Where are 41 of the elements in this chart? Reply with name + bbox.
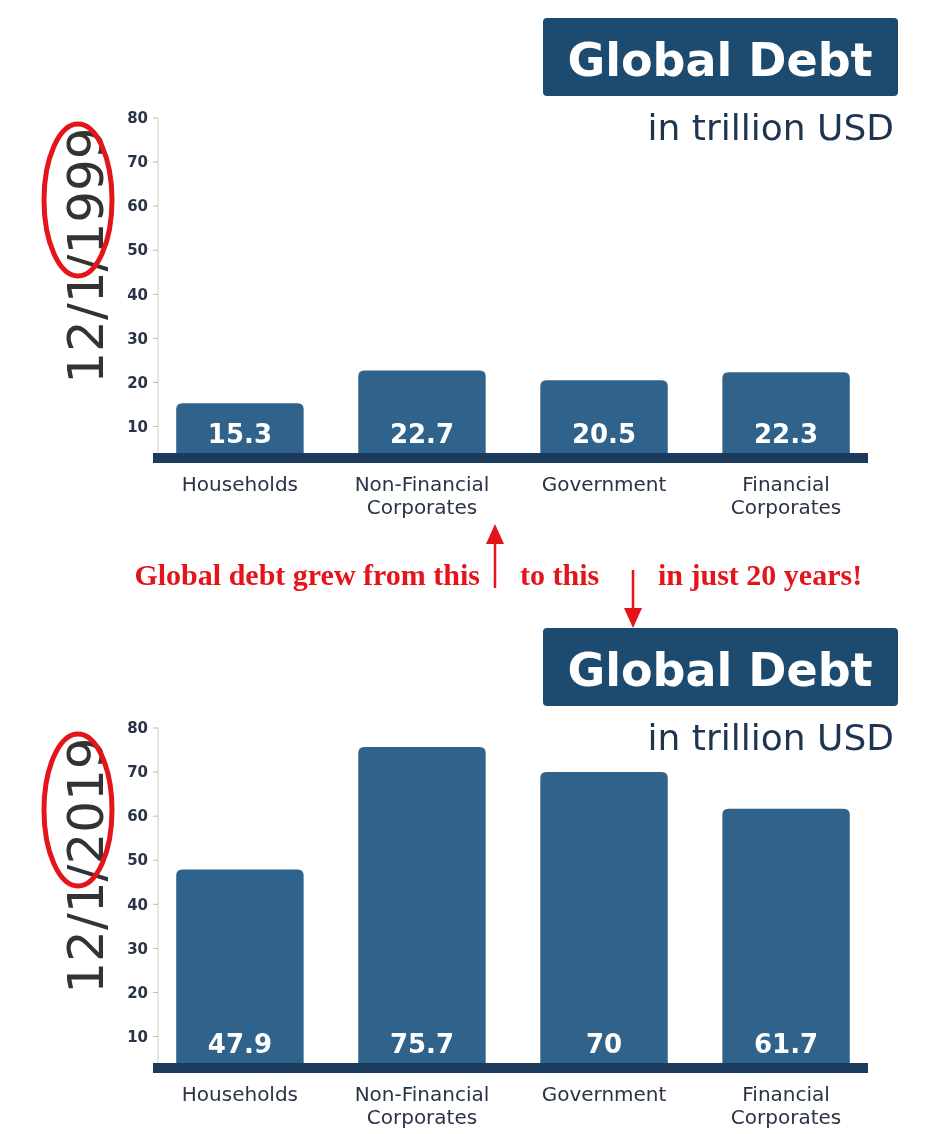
y-tick-label: 80	[127, 719, 148, 738]
data-label: 61.7	[754, 1029, 819, 1059]
chart-title: Global Debt	[567, 33, 873, 87]
data-label: 20.5	[571, 419, 637, 449]
y-tick-label: 20	[127, 373, 148, 392]
x-tick-label: Financial Corporates	[730, 1082, 842, 1129]
data-label: 75.7	[389, 1029, 455, 1059]
chart-subtitle: in trillion USD	[647, 107, 894, 148]
x-tick-label: Government	[541, 472, 667, 496]
y-tick-label: 50	[127, 241, 148, 260]
chart-title: Global Debt	[567, 643, 873, 697]
data-label: 22.7	[389, 419, 455, 449]
y-tick-label: 60	[127, 197, 148, 216]
data-label: 70	[585, 1029, 623, 1059]
y-tick-label: 80	[127, 109, 148, 128]
y-tick-label: 60	[127, 807, 148, 826]
x-tick-label: Non-Financial Corporates	[354, 472, 490, 519]
y-tick-label: 30	[127, 329, 148, 348]
y-axis-title: 12/1/2019	[57, 737, 115, 994]
text: to this	[520, 558, 600, 591]
x-tick-label: Government	[541, 1082, 667, 1106]
data-label: 22.3	[754, 419, 819, 449]
x-tick-label: Households	[181, 1082, 299, 1106]
x-tick-label: Households	[181, 472, 299, 496]
chart-subtitle: in trillion USD	[647, 717, 894, 758]
data-label: 47.9	[207, 1029, 272, 1059]
y-tick-label: 20	[127, 983, 148, 1002]
y-tick-label: 70	[127, 153, 148, 172]
y-tick-label: 70	[127, 763, 148, 782]
y-tick-label: 50	[127, 851, 148, 870]
x-tick-label: Non-Financial Corporates	[354, 1082, 490, 1129]
y-tick-label: 10	[127, 1027, 148, 1046]
text: in just 20 years!	[658, 558, 863, 591]
y-tick-label: 30	[127, 939, 148, 958]
text: Global debt grew from this	[134, 558, 480, 591]
y-axis-title: 12/1/1999	[57, 127, 115, 384]
x-tick-label: Financial Corporates	[730, 472, 842, 519]
y-tick-label: 40	[127, 895, 148, 914]
y-tick-label: 10	[127, 417, 148, 436]
data-label: 15.3	[207, 419, 272, 449]
y-tick-label: 40	[127, 285, 148, 304]
